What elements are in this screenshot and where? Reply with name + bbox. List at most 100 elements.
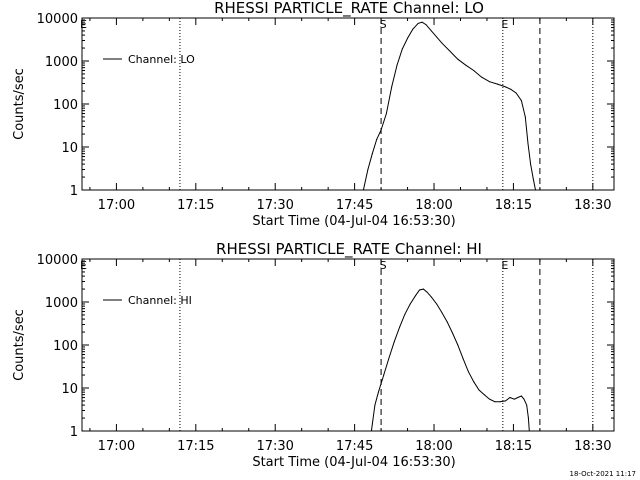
data-point xyxy=(523,398,525,400)
marker-e: E xyxy=(501,259,508,272)
marker-s: S xyxy=(380,18,387,31)
data-point xyxy=(414,295,416,297)
data-point xyxy=(473,381,475,383)
y-tick-label: 100 xyxy=(53,339,78,354)
y-tick-label: 1000 xyxy=(45,296,78,311)
data-point xyxy=(441,312,443,314)
data-point xyxy=(520,100,522,102)
data-point xyxy=(457,344,459,346)
x-tick-label: 18:15 xyxy=(495,198,532,213)
x-axis-label: Start Time (04-Jul-04 16:53:30) xyxy=(252,455,455,470)
data-point xyxy=(396,64,398,66)
plot-frame xyxy=(81,258,615,432)
data-point xyxy=(376,138,378,140)
data-point xyxy=(388,357,390,359)
x-tick-label: 17:00 xyxy=(98,439,135,454)
chart-title: RHESSI PARTICLE_RATE Channel: LO xyxy=(214,0,484,18)
data-point xyxy=(399,326,401,328)
data-point xyxy=(465,64,467,66)
x-tick-label: 18:30 xyxy=(574,439,611,454)
x-tick-label: 17:15 xyxy=(177,198,214,213)
data-point xyxy=(393,341,395,343)
data-point xyxy=(385,113,387,115)
data-point xyxy=(452,332,454,334)
legend-label: Channel: HI xyxy=(128,294,192,307)
data-point xyxy=(371,153,373,155)
data-point xyxy=(407,37,409,39)
data-point xyxy=(418,289,420,291)
data-point xyxy=(430,30,432,32)
data-point xyxy=(483,394,485,396)
data-point xyxy=(446,321,448,323)
data-point xyxy=(510,88,512,90)
data-point xyxy=(374,404,376,406)
data-point xyxy=(367,168,369,170)
data-point xyxy=(422,288,424,290)
y-tick-label: 10000 xyxy=(37,12,78,27)
data-point xyxy=(426,291,428,293)
x-tick-label: 17:30 xyxy=(256,198,293,213)
x-tick-label: 18:15 xyxy=(495,439,532,454)
data-point xyxy=(524,116,526,118)
x-axis-label: Start Time (04-Jul-04 16:53:30) xyxy=(252,214,455,229)
data-point xyxy=(504,400,506,402)
x-tick-label: 17:00 xyxy=(98,198,135,213)
data-point xyxy=(436,303,438,305)
data-point xyxy=(362,189,364,191)
x-tick-label: 17:45 xyxy=(336,439,373,454)
data-point xyxy=(515,92,517,94)
data-point xyxy=(449,50,451,52)
corner-glyph: E xyxy=(80,18,87,31)
data-point xyxy=(528,430,530,432)
data-point xyxy=(436,36,438,38)
x-tick-label: 18:30 xyxy=(574,198,611,213)
data-point xyxy=(380,129,382,131)
timestamp: 18-Oct-2021 11:17 xyxy=(570,470,636,478)
data-point xyxy=(530,163,532,165)
data-point xyxy=(404,313,406,315)
data-point xyxy=(370,430,372,432)
data-point xyxy=(457,58,459,60)
data-point xyxy=(489,81,491,83)
x-tick-label: 17:15 xyxy=(177,439,214,454)
data-point xyxy=(391,86,393,88)
series-line xyxy=(362,21,536,191)
data-point xyxy=(513,398,515,400)
y-tick-label: 1000 xyxy=(45,55,78,70)
y-tick-label: 10000 xyxy=(37,253,78,268)
y-tick-label: 10 xyxy=(61,382,78,397)
data-point xyxy=(532,178,534,180)
data-point xyxy=(504,86,506,88)
corner-glyph: E xyxy=(80,259,87,272)
panel-hi: RHESSI PARTICLE_RATE Channel: HI 17:00 17:… xyxy=(12,240,615,470)
panel-lo: RHESSI PARTICLE_RATE Channel: LO 17:00 17:… xyxy=(12,0,615,229)
data-point xyxy=(383,374,385,376)
data-point xyxy=(425,24,427,26)
y-tick-label: 100 xyxy=(53,98,78,113)
marker-s: S xyxy=(380,259,387,272)
data-point xyxy=(377,391,379,393)
data-point xyxy=(478,389,480,391)
y-tick-label: 1 xyxy=(70,425,78,440)
marker-e: E xyxy=(501,18,508,31)
legend-label: Channel: LO xyxy=(128,53,195,66)
x-tick-label: 18:00 xyxy=(415,439,452,454)
data-point xyxy=(534,189,536,191)
y-tick-label: 1 xyxy=(70,184,78,199)
data-point xyxy=(412,28,414,30)
data-point xyxy=(497,83,499,85)
plot-frame xyxy=(81,17,615,191)
chart-title: RHESSI PARTICLE_RATE Channel: HI xyxy=(216,240,482,259)
x-tick-label: 17:45 xyxy=(336,198,373,213)
data-point xyxy=(527,417,529,419)
data-point xyxy=(489,398,491,400)
data-point xyxy=(473,70,475,72)
data-point xyxy=(430,296,432,298)
data-point xyxy=(517,397,519,399)
series-line xyxy=(370,288,530,432)
data-point xyxy=(401,48,403,50)
data-point xyxy=(421,21,423,23)
data-point xyxy=(441,42,443,44)
data-point xyxy=(520,395,522,397)
